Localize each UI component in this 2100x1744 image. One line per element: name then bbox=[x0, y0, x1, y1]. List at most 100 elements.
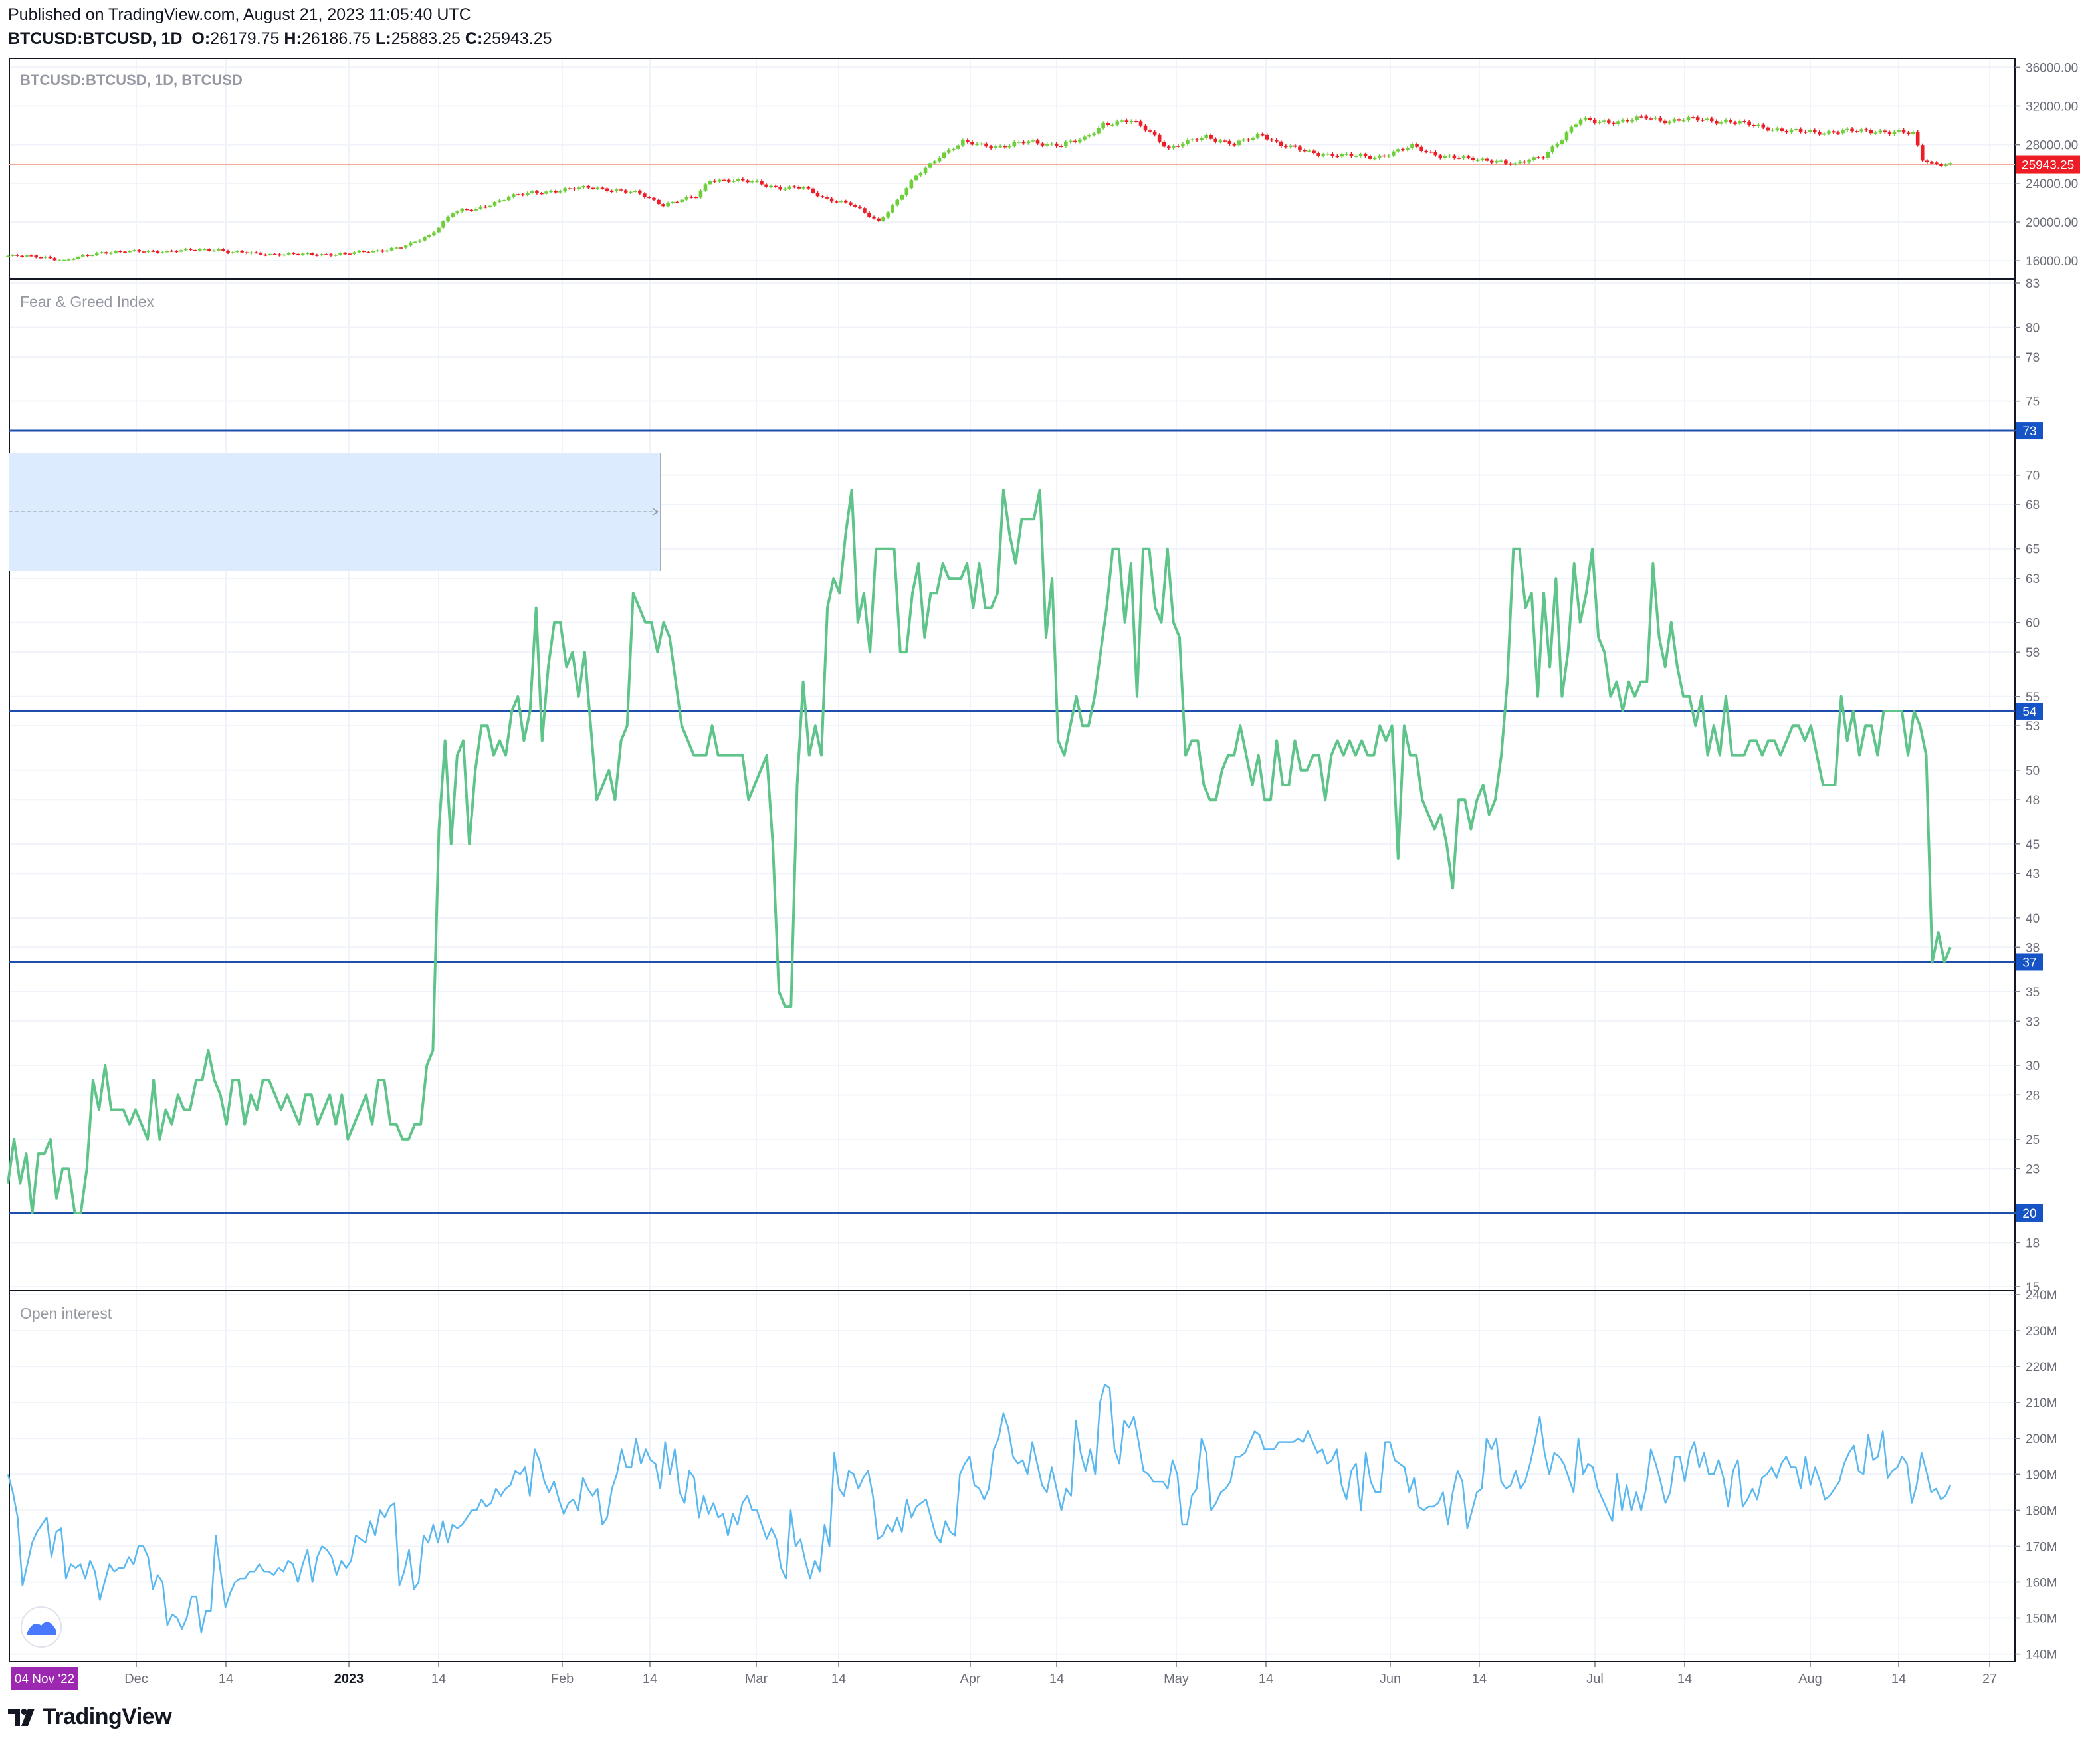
candle bbox=[1392, 151, 1396, 156]
candle bbox=[1466, 156, 1471, 158]
y-tick-label: 80 bbox=[2026, 322, 2040, 336]
symbol-label[interactable]: BTCUSD:BTCUSD, 1D bbox=[8, 29, 183, 48]
candle bbox=[1054, 143, 1059, 146]
candle bbox=[151, 251, 156, 252]
candle bbox=[207, 249, 211, 251]
candle bbox=[825, 197, 829, 199]
candle bbox=[1138, 121, 1143, 126]
candle bbox=[1883, 130, 1887, 133]
level-tag bbox=[2016, 702, 2043, 720]
candle bbox=[946, 149, 951, 153]
time-label: May bbox=[1164, 1672, 1189, 1686]
time-label: 14 bbox=[431, 1672, 446, 1686]
candle bbox=[1616, 121, 1620, 124]
candle bbox=[146, 251, 151, 253]
candle bbox=[652, 197, 656, 200]
y-tick-label: 60 bbox=[2026, 617, 2040, 631]
candle bbox=[708, 181, 712, 185]
candle bbox=[104, 252, 108, 254]
candle bbox=[469, 209, 474, 211]
candle bbox=[1035, 140, 1040, 144]
y-tick-label: 150M bbox=[2026, 1612, 2057, 1626]
candle bbox=[1597, 122, 1602, 124]
candle bbox=[128, 251, 132, 253]
time-label: 14 bbox=[1472, 1672, 1487, 1686]
axes: 04 Nov '22 Dec 14 2023 14 Feb 14 Mar 14 Apr 14 May 1… bbox=[9, 61, 2080, 1690]
open-interest-pane: Open interest bbox=[7, 1305, 1952, 1648]
level-tag bbox=[2016, 422, 2043, 440]
candle bbox=[1433, 152, 1438, 156]
candle bbox=[1944, 164, 1948, 166]
y-tick-label: 140M bbox=[2026, 1648, 2057, 1662]
fear-greed-series-line bbox=[7, 488, 1952, 1214]
candle bbox=[904, 188, 909, 195]
candle bbox=[554, 191, 558, 193]
candle bbox=[530, 191, 534, 193]
candle bbox=[1129, 121, 1134, 122]
last-price-tag bbox=[2016, 155, 2080, 174]
candle bbox=[984, 143, 988, 147]
candle bbox=[829, 198, 834, 202]
candle bbox=[1293, 145, 1297, 147]
y-tick-label: 16000.00 bbox=[2026, 255, 2078, 269]
candle bbox=[1438, 155, 1443, 158]
y-tick-label: 55 bbox=[2026, 691, 2040, 705]
tradingview-brand[interactable]: TradingView bbox=[8, 1704, 172, 1730]
candle bbox=[792, 186, 797, 188]
candle bbox=[492, 202, 497, 206]
candle bbox=[25, 255, 29, 257]
y-tick-label: 70 bbox=[2026, 469, 2040, 483]
candle bbox=[1330, 154, 1335, 156]
candle bbox=[1372, 158, 1377, 160]
candle bbox=[1677, 119, 1681, 121]
candle bbox=[1658, 118, 1663, 121]
candle bbox=[1307, 150, 1311, 152]
candle bbox=[1078, 139, 1082, 142]
candle bbox=[315, 255, 319, 256]
candle bbox=[1644, 116, 1648, 119]
candle bbox=[1509, 163, 1513, 165]
candle bbox=[1536, 157, 1540, 158]
close-label: C: bbox=[465, 29, 483, 48]
candle bbox=[994, 146, 998, 148]
candle bbox=[451, 213, 455, 217]
candle bbox=[1097, 128, 1101, 134]
candle bbox=[1939, 164, 1943, 166]
candle bbox=[179, 250, 183, 252]
candle bbox=[746, 180, 750, 183]
candle bbox=[1064, 142, 1068, 146]
candle bbox=[1770, 130, 1775, 131]
candle bbox=[1845, 128, 1849, 130]
candle bbox=[1471, 157, 1475, 160]
candle bbox=[736, 179, 740, 181]
candle bbox=[712, 181, 717, 182]
candle bbox=[1120, 120, 1124, 122]
candle bbox=[1724, 120, 1728, 122]
candle bbox=[20, 255, 24, 257]
grid-lines bbox=[9, 58, 2015, 1662]
candle bbox=[619, 189, 623, 191]
candle bbox=[259, 252, 263, 255]
candle bbox=[85, 255, 90, 257]
candle bbox=[1246, 139, 1251, 141]
candle bbox=[212, 250, 216, 252]
candle bbox=[989, 146, 993, 148]
candle bbox=[137, 250, 142, 252]
candle bbox=[867, 212, 871, 217]
candle bbox=[320, 254, 324, 256]
candle bbox=[1419, 146, 1423, 151]
candle bbox=[891, 205, 894, 213]
candle bbox=[1887, 132, 1892, 134]
candle bbox=[324, 254, 328, 255]
candle bbox=[334, 255, 338, 256]
candle bbox=[731, 181, 736, 182]
candle bbox=[11, 255, 15, 256]
candle bbox=[188, 249, 193, 250]
candle bbox=[1040, 143, 1045, 146]
candle bbox=[1092, 133, 1096, 135]
candle bbox=[183, 249, 188, 251]
candle bbox=[118, 251, 122, 253]
candle bbox=[506, 197, 511, 201]
y-tick-label: 45 bbox=[2026, 838, 2040, 852]
